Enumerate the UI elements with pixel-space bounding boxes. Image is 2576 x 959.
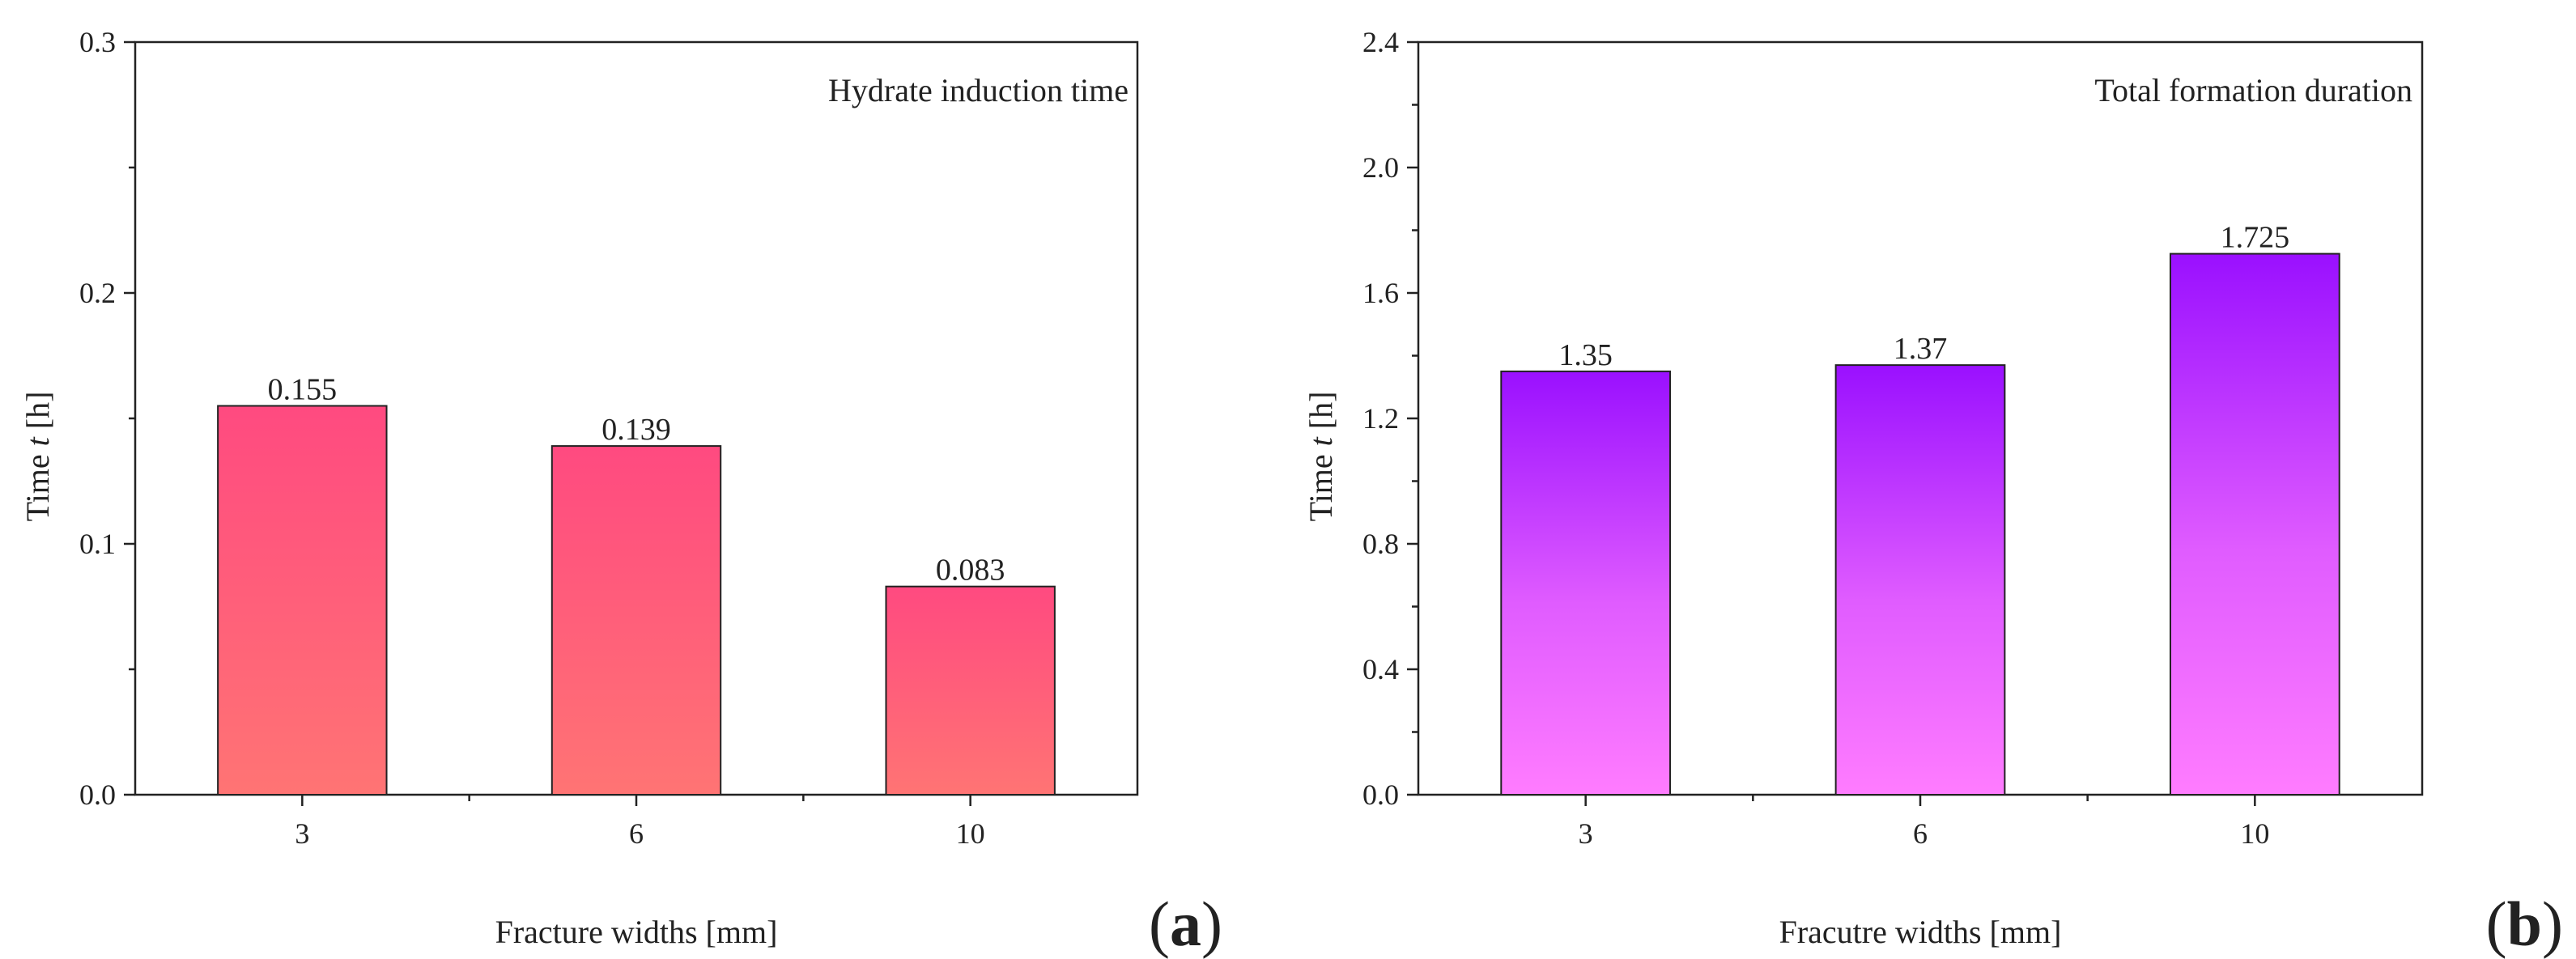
y-tick-label: 0.0 — [1362, 779, 1399, 811]
x-tick-label: 3 — [295, 817, 309, 850]
panel-a-annotation: Hydrate induction time — [828, 72, 1129, 108]
y-tick-label: 0.4 — [1362, 653, 1399, 685]
y-tick-label: 2.4 — [1362, 26, 1399, 58]
y-tick-label: 0.8 — [1362, 528, 1399, 560]
chart-panel-b: Total formation duration Fracutre widths… — [1303, 26, 2563, 959]
y-tick-label: 0.2 — [79, 277, 116, 309]
x-tick-label: 10 — [2240, 817, 2269, 850]
panel-a-ylabel: Time t [h] — [19, 392, 56, 522]
y-tick-label: 1.2 — [1362, 402, 1399, 435]
bar-data-label: 0.155 — [268, 373, 338, 407]
panel-a-xlabel: Fracture widths [mm] — [495, 914, 778, 950]
x-tick-label: 6 — [629, 817, 644, 850]
bar-data-label: 1.35 — [1558, 338, 1613, 372]
x-tick-label: 6 — [1913, 817, 1928, 850]
bar — [217, 405, 388, 796]
y-tick-label: 0.3 — [79, 26, 116, 58]
x-tick-label: 3 — [1579, 817, 1593, 850]
bar — [550, 445, 722, 796]
bar — [2169, 252, 2340, 796]
panel-b-ylabel: Time t [h] — [1303, 392, 1339, 522]
y-tick-label: 0.0 — [79, 779, 116, 811]
bar — [1834, 364, 2006, 796]
bar-data-label: 1.725 — [2221, 221, 2290, 255]
chart-panel-a: Hydrate induction time Fracture widths [… — [19, 26, 1222, 959]
y-tick-label: 1.6 — [1362, 277, 1399, 309]
bar — [1500, 370, 1672, 796]
panel-a-letter: (a) — [1149, 889, 1222, 959]
panel-b-annotation: Total formation duration — [2094, 72, 2412, 108]
x-tick-label: 10 — [956, 817, 985, 850]
y-tick-label: 2.0 — [1362, 151, 1399, 184]
y-tick-label: 0.1 — [79, 528, 116, 560]
bar-data-label: 0.139 — [601, 413, 671, 447]
bar-data-label: 0.083 — [936, 554, 1005, 588]
bar — [885, 585, 1056, 796]
bar-data-label: 1.37 — [1894, 332, 1948, 366]
panel-b-letter: (b) — [2486, 889, 2563, 959]
panel-b-xlabel: Fracutre widths [mm] — [1779, 914, 2062, 950]
